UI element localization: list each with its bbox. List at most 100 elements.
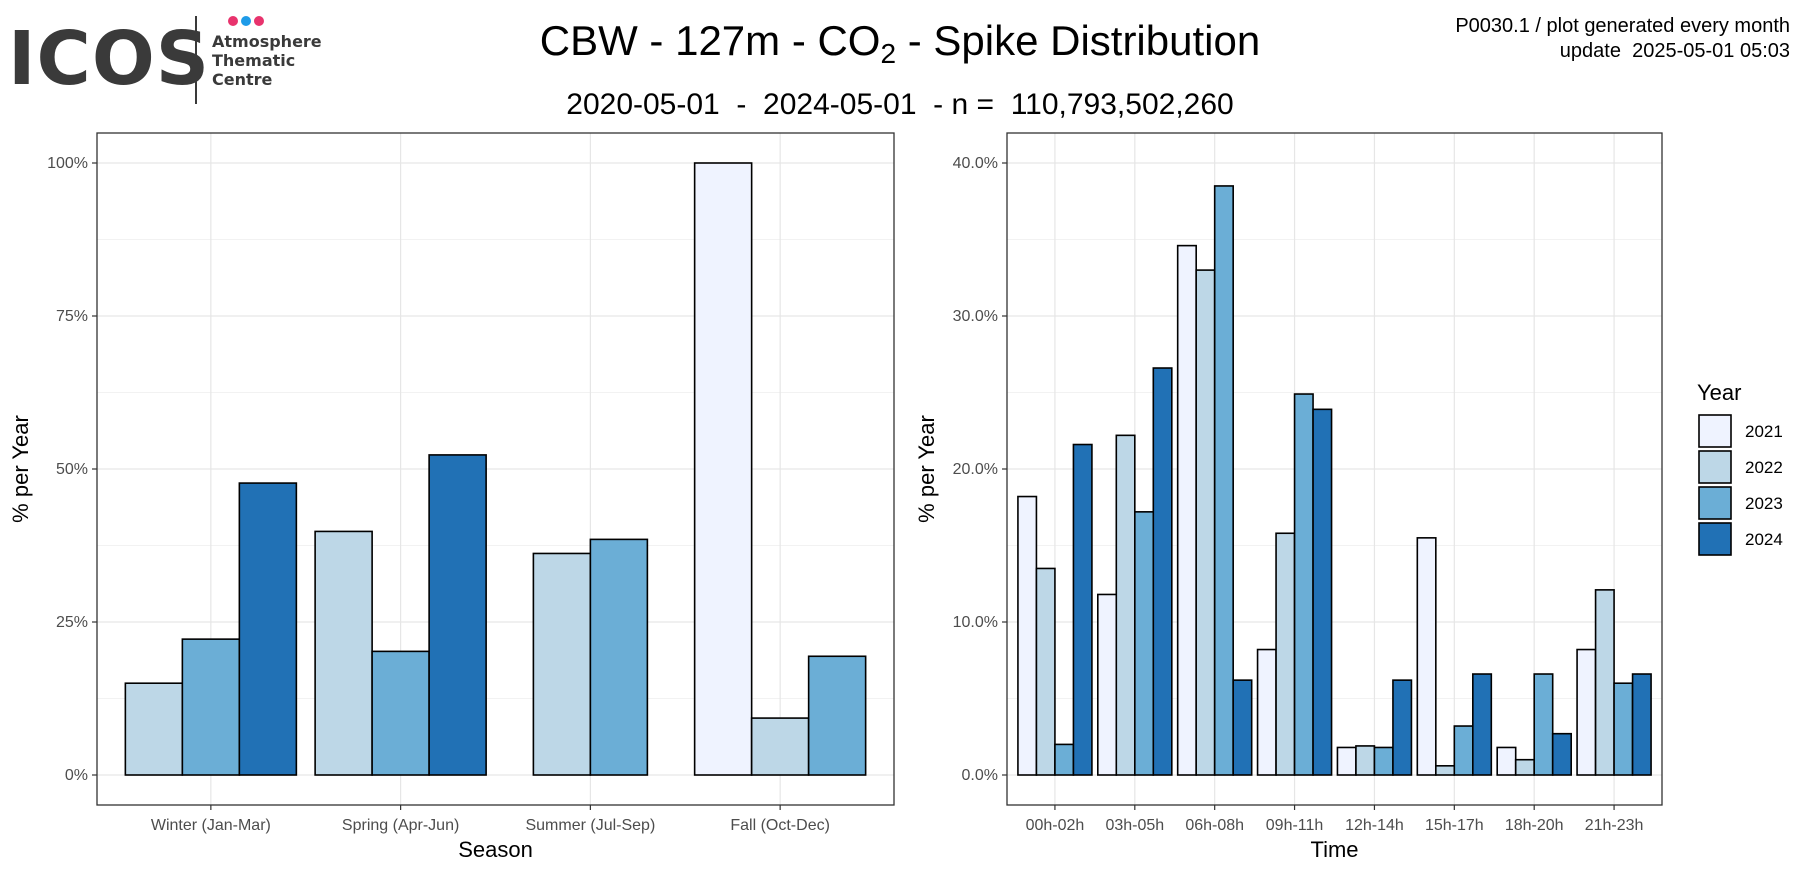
- y-tick-label: 40.0%: [953, 155, 998, 172]
- legend-swatch-2022: [1698, 450, 1732, 484]
- logo-text: ICOS: [8, 16, 211, 102]
- bar-2023: [1453, 725, 1474, 776]
- logo-subtitle-line: Thematic: [212, 51, 296, 70]
- y-tick-label: 0%: [65, 767, 88, 784]
- y-tick-label: 50%: [56, 461, 88, 478]
- title-subscript: 2: [880, 38, 897, 69]
- bar-2024: [1472, 673, 1493, 776]
- bar-2021: [1097, 593, 1118, 776]
- bar-2022: [1115, 434, 1136, 776]
- chart-panel-season: [92, 132, 895, 810]
- bar-2022: [314, 530, 373, 776]
- plot-border: [96, 132, 895, 806]
- plot-meta: P0030.1 / plot generated every month upd…: [1455, 14, 1790, 64]
- plot-border: [1006, 132, 1663, 806]
- y-tick-label: 25%: [56, 614, 88, 631]
- bar-2023: [1613, 682, 1634, 776]
- bar-2024: [238, 482, 298, 776]
- bar-2024: [1072, 443, 1093, 776]
- y-tick-label: 10.0%: [953, 614, 998, 631]
- legend-swatch-2024: [1698, 522, 1732, 556]
- x-tick-label: Winter (Jan-Mar): [151, 817, 271, 834]
- legend-label: 2023: [1745, 494, 1783, 513]
- bar-2022: [1435, 765, 1456, 776]
- y-axis-title: % per Year: [914, 415, 939, 523]
- bar-2021: [693, 162, 753, 776]
- x-axis-title: Season: [458, 837, 533, 862]
- x-axis-title: Time: [1310, 837, 1358, 862]
- bar-2021: [1017, 495, 1038, 776]
- meta-line-plot-id: P0030.1 / plot generated every month: [1455, 15, 1790, 37]
- title-prefix: CBW - 127m - CO: [539, 17, 881, 64]
- legend-swatch-2023: [1698, 486, 1732, 520]
- bar-2024: [1312, 408, 1333, 776]
- x-tick-label: Fall (Oct-Dec): [730, 817, 830, 834]
- logo-subtitle-line: Atmosphere: [212, 32, 322, 51]
- bar-2021: [1416, 537, 1437, 776]
- bar-2024: [1152, 367, 1173, 776]
- bar-2023: [1293, 393, 1314, 776]
- bar-2021: [1336, 746, 1357, 776]
- bar-2022: [1355, 745, 1376, 776]
- meta-line-update: update 2025-05-01 05:03: [1559, 40, 1790, 62]
- x-tick-label: 15h-17h: [1425, 817, 1484, 834]
- bar-2023: [371, 650, 430, 776]
- logo-dot-icon: [254, 16, 264, 26]
- bar-2023: [807, 655, 867, 776]
- legend-label: 2022: [1745, 458, 1783, 477]
- bar-2024: [1551, 732, 1572, 776]
- bar-2023: [589, 538, 649, 776]
- x-tick-label: 12h-14h: [1345, 817, 1404, 834]
- bar-2021: [1256, 648, 1277, 776]
- bar-2023: [1373, 746, 1394, 776]
- chart-title: CBW - 127m - CO2 - Spike Distribution: [0, 17, 1800, 70]
- bar-2022: [124, 682, 184, 776]
- legend: [1698, 414, 1732, 556]
- bar-2022: [1594, 589, 1615, 776]
- legend-label: 2021: [1745, 422, 1783, 441]
- bar-2023: [1213, 185, 1234, 776]
- x-tick-label: Summer (Jul-Sep): [525, 817, 655, 834]
- legend-title: Year: [1697, 380, 1741, 405]
- logo-dot-icon: [228, 16, 238, 26]
- y-tick-label: 0.0%: [962, 767, 998, 784]
- y-tick-label: 100%: [47, 155, 88, 172]
- x-tick-label: 21h-23h: [1585, 817, 1644, 834]
- bar-2021: [1176, 244, 1197, 776]
- y-tick-label: 75%: [56, 308, 88, 325]
- bar-2022: [1275, 532, 1296, 776]
- chart-panel-time: [1002, 132, 1663, 810]
- bar-2022: [532, 552, 592, 776]
- bar-2022: [1035, 567, 1056, 776]
- logo-subtitle-line: Centre: [212, 70, 273, 89]
- title-suffix: - Spike Distribution: [896, 17, 1261, 64]
- y-tick-label: 20.0%: [953, 461, 998, 478]
- bar-2023: [181, 638, 241, 776]
- bar-2024: [1392, 679, 1413, 776]
- bar-2023: [1134, 511, 1155, 776]
- legend-swatch-2021: [1698, 414, 1732, 448]
- bar-2021: [1496, 746, 1517, 776]
- x-tick-label: 00h-02h: [1026, 817, 1085, 834]
- y-axis-title: % per Year: [8, 415, 33, 523]
- x-tick-label: 03h-05h: [1105, 817, 1164, 834]
- y-tick-label: 30.0%: [953, 308, 998, 325]
- header: ICOS Atmosphere Thematic Centre CBW - 12…: [0, 0, 1800, 125]
- x-tick-label: 06h-08h: [1185, 817, 1244, 834]
- bar-2024: [1631, 673, 1652, 776]
- bar-2021: [1576, 648, 1597, 776]
- bar-2022: [1514, 758, 1535, 776]
- bar-2024: [428, 454, 487, 776]
- x-tick-label: 09h-11h: [1266, 817, 1324, 834]
- logo-dot-icon: [241, 16, 251, 26]
- icos-logo: ICOS Atmosphere Thematic Centre: [8, 10, 338, 110]
- logo-subtitle: Atmosphere Thematic Centre: [212, 32, 322, 89]
- bar-2023: [1533, 673, 1554, 776]
- x-tick-label: Spring (Apr-Jun): [342, 817, 459, 834]
- bar-2024: [1232, 679, 1253, 776]
- bar-2022: [1195, 269, 1216, 776]
- legend-label: 2024: [1745, 530, 1783, 549]
- logo-divider: [195, 16, 197, 104]
- x-tick-label: 18h-20h: [1505, 817, 1564, 834]
